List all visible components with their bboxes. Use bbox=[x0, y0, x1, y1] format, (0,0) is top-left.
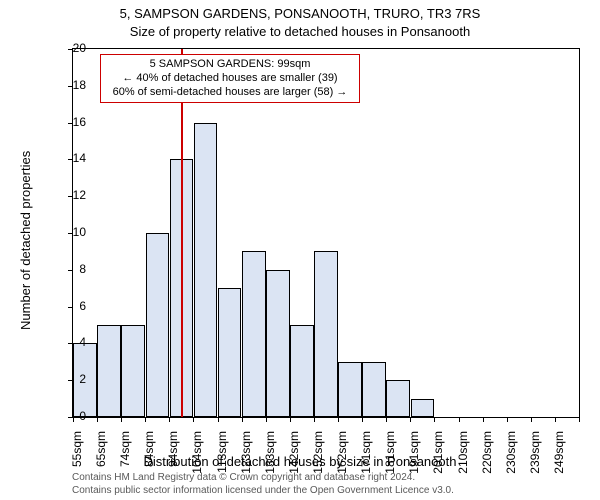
bar bbox=[218, 288, 242, 417]
bar bbox=[338, 362, 362, 417]
xtick bbox=[386, 417, 387, 422]
ytick-label: 16 bbox=[73, 115, 86, 129]
annotation-line3: 60% of semi-detached houses are larger (… bbox=[107, 86, 353, 100]
xtick-label: 94sqm bbox=[166, 431, 180, 491]
xtick bbox=[362, 417, 363, 422]
xtick-label: 191sqm bbox=[407, 431, 421, 491]
xtick-label: 113sqm bbox=[215, 431, 229, 491]
ytick-label: 0 bbox=[79, 409, 86, 423]
xtick-label: 152sqm bbox=[311, 431, 325, 491]
xtick-label: 133sqm bbox=[263, 431, 277, 491]
xtick bbox=[242, 417, 243, 422]
xtick-label: 171sqm bbox=[359, 431, 373, 491]
xtick bbox=[434, 417, 435, 422]
annotation-line1: 5 SAMPSON GARDENS: 99sqm bbox=[107, 58, 353, 72]
xtick bbox=[97, 417, 98, 422]
xtick bbox=[483, 417, 484, 422]
xtick-label: 65sqm bbox=[94, 431, 108, 491]
xtick bbox=[121, 417, 122, 422]
bar bbox=[266, 270, 290, 417]
bar bbox=[97, 325, 121, 417]
xtick-label: 142sqm bbox=[287, 431, 301, 491]
bar bbox=[146, 233, 170, 417]
bar bbox=[314, 251, 338, 417]
xtick-label: 55sqm bbox=[70, 431, 84, 491]
bar bbox=[194, 123, 218, 417]
xtick bbox=[314, 417, 315, 422]
xtick bbox=[145, 417, 146, 422]
xtick-label: 162sqm bbox=[335, 431, 349, 491]
chart-supertitle: 5, SAMPSON GARDENS, PONSANOOTH, TRURO, T… bbox=[0, 6, 600, 21]
ytick-label: 10 bbox=[73, 225, 86, 239]
ytick-label: 4 bbox=[79, 335, 86, 349]
ytick-label: 2 bbox=[79, 372, 86, 386]
xtick bbox=[218, 417, 219, 422]
xtick-label: 239sqm bbox=[528, 431, 542, 491]
bar bbox=[362, 362, 386, 417]
xtick bbox=[507, 417, 508, 422]
xtick-label: 181sqm bbox=[383, 431, 397, 491]
ytick bbox=[68, 270, 73, 271]
xtick bbox=[266, 417, 267, 422]
ytick-label: 20 bbox=[73, 41, 86, 55]
ytick-label: 6 bbox=[79, 299, 86, 313]
ytick-label: 8 bbox=[79, 262, 86, 276]
y-axis-label: Number of detached properties bbox=[18, 151, 33, 330]
ytick-label: 18 bbox=[73, 78, 86, 92]
reference-line bbox=[181, 49, 183, 417]
xtick-label: 74sqm bbox=[118, 431, 132, 491]
xtick bbox=[290, 417, 291, 422]
annotation-box: 5 SAMPSON GARDENS: 99sqm ← 40% of detach… bbox=[100, 54, 360, 103]
ytick-label: 12 bbox=[73, 188, 86, 202]
chart-root: 5, SAMPSON GARDENS, PONSANOOTH, TRURO, T… bbox=[0, 0, 600, 500]
bar bbox=[290, 325, 314, 417]
bar bbox=[411, 399, 435, 417]
xtick bbox=[169, 417, 170, 422]
xtick bbox=[579, 417, 580, 422]
chart-title: Size of property relative to detached ho… bbox=[0, 24, 600, 39]
xtick bbox=[459, 417, 460, 422]
plot-area bbox=[72, 48, 580, 418]
annotation-line2: ← 40% of detached houses are smaller (39… bbox=[107, 72, 353, 86]
xtick bbox=[555, 417, 556, 422]
bar bbox=[121, 325, 145, 417]
xtick bbox=[531, 417, 532, 422]
xtick-label: 201sqm bbox=[431, 431, 445, 491]
ytick-label: 14 bbox=[73, 151, 86, 165]
xtick bbox=[73, 417, 74, 422]
xtick bbox=[338, 417, 339, 422]
xtick-label: 230sqm bbox=[504, 431, 518, 491]
xtick bbox=[410, 417, 411, 422]
bar bbox=[242, 251, 266, 417]
ytick bbox=[68, 307, 73, 308]
xtick-label: 220sqm bbox=[480, 431, 494, 491]
xtick-label: 84sqm bbox=[142, 431, 156, 491]
xtick-label: 104sqm bbox=[190, 431, 204, 491]
bar bbox=[386, 380, 410, 417]
xtick-label: 249sqm bbox=[552, 431, 566, 491]
xtick-label: 210sqm bbox=[456, 431, 470, 491]
xtick-label: 123sqm bbox=[239, 431, 253, 491]
xtick bbox=[193, 417, 194, 422]
